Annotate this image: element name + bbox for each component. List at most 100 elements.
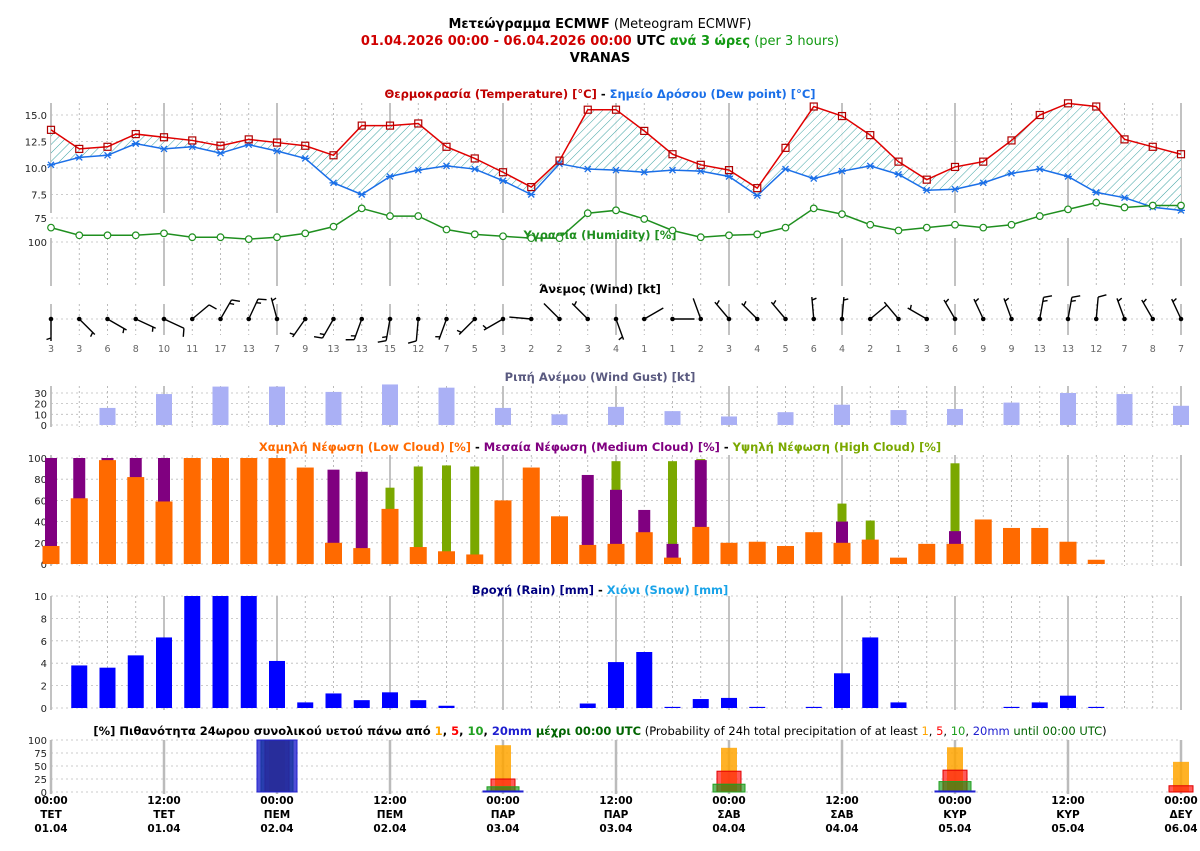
probability-panel-title-segment: 5 [451,724,459,738]
dewpoint-marker-stroke [527,191,535,198]
medium-cloud-bar [45,458,57,564]
wind-barb-half-feather [573,301,578,306]
low-cloud-bar [127,477,145,564]
wind-barb-feather [1071,295,1081,299]
dewpoint-marker-stroke [358,191,366,198]
wind-barb-feather [407,340,417,344]
wind-speed-label: 7 [443,344,449,355]
probability-10mm-bar [712,783,746,793]
x-axis-date-label: 05.04 [938,823,971,835]
wind-barb-icon [867,304,888,322]
humidity-point [216,233,225,242]
wind-barb-shaft [543,302,560,320]
wind-speed-label: 13 [243,344,255,355]
dewpoint-point [809,175,818,183]
wind-barb-half-feather [811,297,817,301]
temperature-point [442,142,451,151]
x-axis-day-label: ΚΥΡ [943,809,967,821]
wind-speed-label: 6 [811,344,817,355]
humidity-point [75,231,84,240]
cloud-ytick-label: 100 [28,454,47,465]
humidity-point [894,226,903,235]
gust-bar [608,406,624,425]
wind-barb-icon [218,299,241,322]
wind-barb-icon [907,304,930,322]
dewpoint-marker-stroke [669,166,676,174]
cloud-panel-title: Χαμηλή Νέφωση (Low Cloud) [%] - Μεσαία Ν… [259,440,941,454]
x-axis-day-label: ΤΕΤ [40,809,62,821]
dewpoint-point [216,149,225,157]
wind-barb-icon [105,316,127,334]
wind-panel-title: Άνεμος (Wind) [kt] [539,282,661,296]
wind-barb-half-feather [1172,298,1177,303]
probability-panel-title-segment: , [965,724,972,738]
wind-speed-label: 7 [1178,344,1184,355]
x-axis-date-label: 06.04 [1164,823,1197,835]
wind-barb-half-feather [482,324,488,330]
wind-barb-icon [943,298,958,322]
high-cloud-bar [442,465,451,564]
rain-bar [212,596,229,708]
dewpoint-point [1120,194,1129,202]
low-cloud-bar [409,547,427,564]
wind-barb-icon [377,316,393,343]
gust-bar [269,386,285,425]
wind-speed-label: 9 [1008,344,1014,355]
wind-barb-half-feather [289,332,295,336]
wind-speed-label: 9 [980,344,986,355]
temperature-point [527,182,536,192]
temperature-point [611,105,621,114]
wind-barb-half-feather [151,326,154,332]
humidity-point [951,220,959,229]
x-axis-date-label: 01.04 [147,823,180,835]
humidity-point [386,212,394,220]
rain-bar [325,693,342,708]
gust-bar [212,386,229,425]
gust-bar [834,404,850,425]
gust-ytick-label: 0 [41,421,47,432]
low-cloud-bar [777,545,794,564]
temperature-point [75,144,84,154]
wind-speed-label: 4 [839,344,845,355]
wind-barb-half-feather [319,332,325,336]
humidity-point [131,231,140,240]
medium-cloud-bar [327,469,340,564]
dewpoint-point [357,191,366,198]
cloud-panel-title-segment: - [720,440,733,454]
low-cloud-bar [607,543,625,564]
precip-ytick-label: 0 [41,704,47,715]
humidity-point [103,231,112,240]
rain-bar [1003,706,1020,708]
wind-barb-feather [182,328,185,337]
low-cloud-bar [438,551,455,564]
dewpoint-point [922,186,931,194]
wind-barb-half-feather [974,298,980,303]
gust-bar [156,394,172,425]
x-axis-time-label: 00:00 [712,795,745,807]
wind-barb-icon [189,304,217,322]
probability-10mm-bar [938,781,972,793]
wind-barb-icon [246,298,267,322]
wind-speed-label: 8 [1150,344,1156,355]
rain-bar [579,703,596,708]
wind-barb-half-feather [743,301,747,306]
wind-barb-shaft [438,318,448,340]
dewpoint-point [1007,169,1016,177]
temperature-point [1148,142,1157,151]
gust-bar [1060,392,1076,425]
wind-barb-icon [345,316,365,341]
rain-bar [1088,706,1105,708]
high-cloud-bar [950,463,960,564]
low-cloud-bar [1087,559,1105,564]
wind-barb-feather [313,335,323,339]
precip-ytick-label: 4 [41,659,47,670]
low-cloud-bar [748,541,766,564]
wind-barb-shaft [883,301,900,320]
dewpoint-marker-stroke [612,166,620,174]
wind-barb-half-feather [271,297,277,302]
medium-cloud-bar [355,471,368,564]
precip-ytick-label: 2 [41,682,47,693]
wind-barb-shaft [741,302,758,320]
wind-barb-shaft [811,297,815,320]
humidity-point [838,210,846,219]
